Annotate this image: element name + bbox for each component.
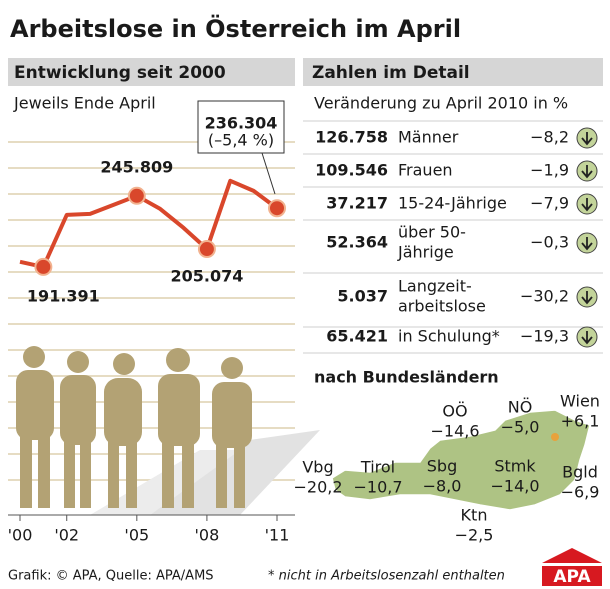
panel-header	[8, 58, 295, 86]
region-name: Wien	[560, 392, 600, 411]
down-arrow	[581, 132, 593, 146]
value-label: 236.304	[205, 114, 278, 133]
row-label: Frauen	[398, 161, 453, 180]
row-count: 5.037	[337, 287, 388, 306]
row-change: −0,3	[530, 233, 569, 252]
logo: APA	[553, 567, 591, 587]
down-arrow	[581, 331, 593, 345]
austria-map	[331, 409, 591, 511]
region-change: −14,0	[490, 477, 539, 496]
x-tick-label: '00	[8, 526, 33, 545]
region-name: Bgld	[562, 463, 598, 482]
point	[197, 240, 216, 259]
row-label: über 50-	[398, 223, 466, 242]
logo-roof	[542, 548, 602, 563]
region-change: −14,6	[430, 422, 479, 441]
region-change: −20,2	[293, 478, 342, 497]
row-change: −8,2	[530, 128, 569, 147]
annotation-box	[197, 100, 285, 154]
source: Grafik: © APA, Quelle: APA/AMS	[8, 569, 214, 584]
region-change: −5,0	[501, 418, 540, 437]
annotation-pointer	[261, 152, 276, 195]
x-tick-label: '02	[54, 526, 79, 545]
x-tick-label: '05	[124, 526, 149, 545]
point	[127, 186, 146, 205]
row-count: 52.364	[326, 233, 388, 252]
regions-title: nach Bundesländern	[314, 368, 499, 387]
region-name: OÖ	[442, 402, 467, 421]
region-change: −10,7	[353, 478, 402, 497]
row-count: 126.758	[315, 128, 388, 147]
logo-box	[542, 566, 602, 586]
row-label: Langzeit-	[398, 277, 472, 296]
row-change: −19,3	[520, 327, 569, 346]
annotation: (–5,4 %)	[208, 131, 274, 150]
row-label: 15-24-Jährige	[398, 194, 507, 213]
region-change: −2,5	[455, 526, 494, 545]
region-name: Vbg	[302, 458, 333, 477]
row-change: −7,9	[530, 194, 569, 213]
silhouettes	[16, 346, 320, 515]
down-arrow	[581, 237, 593, 251]
region-change: −8,0	[423, 477, 462, 496]
detail-title: Zahlen im Detail	[312, 63, 470, 83]
row-change: −1,9	[530, 161, 569, 180]
row-label: arbeitslose	[398, 297, 486, 316]
row-count: 37.217	[326, 194, 388, 213]
row-label: Jährige	[397, 243, 454, 262]
detail-subtitle: Veränderung zu April 2010 in %	[314, 94, 568, 113]
region-change: +6,1	[561, 412, 600, 431]
down-arrow	[581, 291, 593, 305]
row-label: in Schulung*	[398, 327, 500, 346]
chart-title: Entwicklung seit 2000	[14, 63, 226, 83]
panel-header	[303, 58, 603, 86]
region-name: NÖ	[508, 398, 533, 417]
region-name: Ktn	[461, 506, 488, 525]
x-tick-label: '08	[195, 526, 220, 545]
chart-subtitle: Jeweils Ende April	[13, 94, 156, 113]
row-count: 109.546	[315, 161, 388, 180]
note: * nicht in Arbeitslosenzahl enthalten	[268, 569, 505, 584]
value-label: 245.809	[100, 157, 173, 176]
vienna-marker	[551, 433, 559, 441]
title: Arbeitslose in Österreich im April	[10, 13, 461, 43]
down-arrow	[581, 165, 593, 179]
region-name: Tirol	[360, 458, 395, 477]
region-name: Sbg	[427, 457, 457, 476]
row-change: −30,2	[520, 287, 569, 306]
point	[34, 257, 53, 276]
row-label: Männer	[398, 128, 459, 147]
region-change: −6,9	[561, 483, 600, 502]
line	[19, 178, 279, 269]
x-tick-label: '11	[265, 526, 290, 545]
value-label: 205.074	[170, 267, 243, 286]
down-arrow	[581, 198, 593, 212]
point	[268, 199, 286, 218]
region-name: Stmk	[494, 457, 536, 476]
row-count: 65.421	[326, 327, 388, 346]
value-label: 191.391	[27, 286, 100, 305]
